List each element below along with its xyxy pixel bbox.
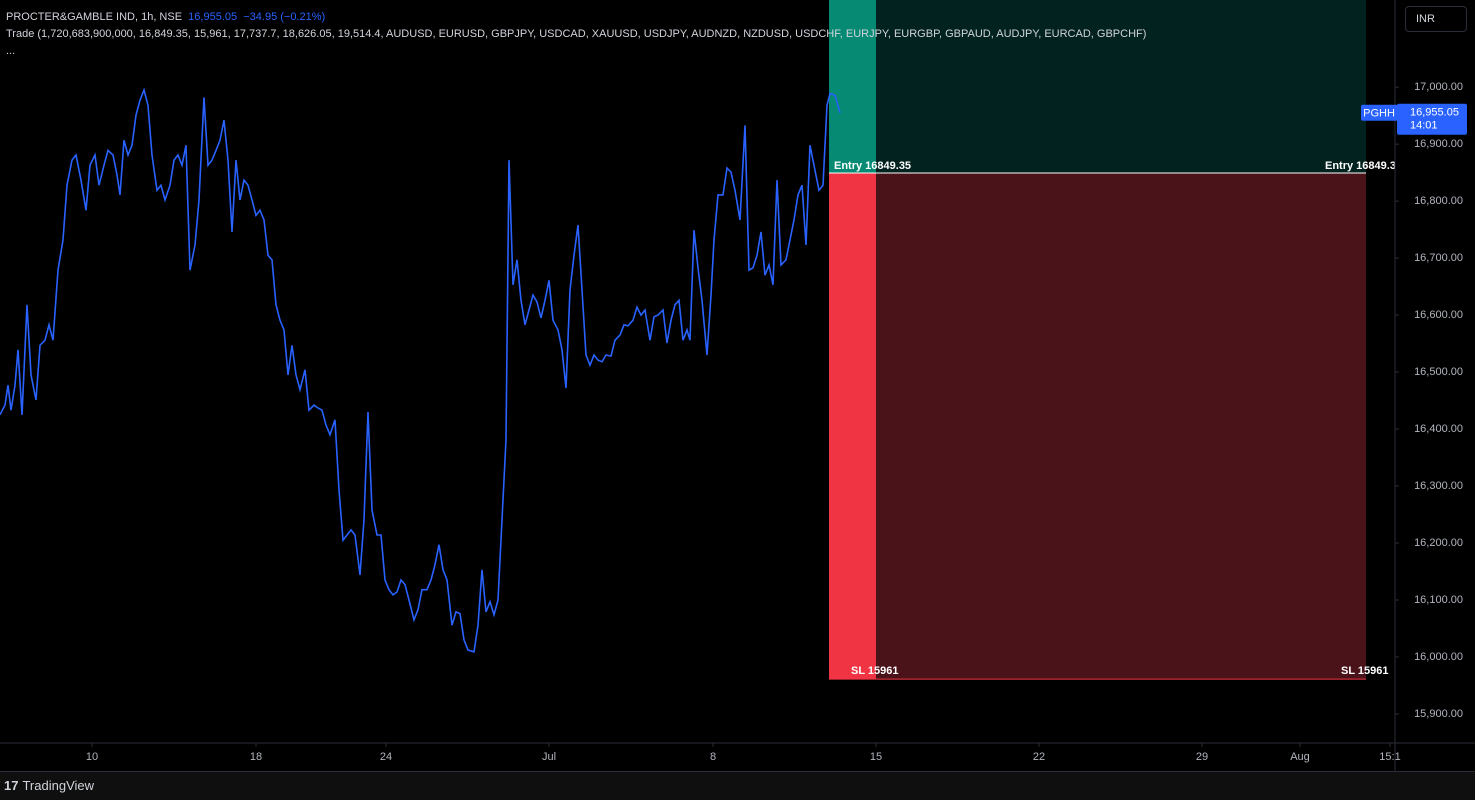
- last-price-label: 16,955.05: [1410, 107, 1459, 119]
- y-tick-label: 16,100.00: [1414, 594, 1463, 606]
- plot-area: Entry 16849.35 Entry 16849.35 SL 15961 SL 1…: [0, 0, 1402, 680]
- countdown: 14:01: [1410, 120, 1438, 132]
- entry-label: Entry 16849.35: [1325, 160, 1402, 172]
- stop-zone-highlight: [829, 173, 876, 680]
- x-tick-label: 22: [1033, 751, 1045, 763]
- x-tick-label: Aug: [1290, 751, 1310, 763]
- x-tick-label: 15: [870, 751, 882, 763]
- price-line: [0, 87, 841, 653]
- y-tick-label: 17,000.00: [1414, 81, 1463, 93]
- series-name-badge: [1361, 104, 1398, 121]
- x-tick-label: 8: [710, 751, 716, 763]
- x-tick-label: 29: [1196, 751, 1208, 763]
- indicator[interactable]: Trade (1,720,683,900,000, 16,849.35, 15,…: [6, 28, 1147, 40]
- brand: TradingView: [22, 778, 95, 793]
- entry-label: Entry 16849.35: [834, 160, 911, 172]
- price: 16,955.05: [188, 11, 238, 23]
- y-tick-label: 16,900.00: [1414, 138, 1463, 150]
- series-name: PGHH: [1363, 108, 1395, 120]
- more[interactable]: ...: [6, 45, 16, 57]
- x-tick-label: Jul: [542, 751, 556, 763]
- x-tick-label: 18: [250, 751, 262, 763]
- target-zone: [829, 0, 1366, 174]
- chart: Entry 16849.35 Entry 16849.35 SL 15961 SL 1…: [0, 0, 1475, 771]
- x-tick-label: 15:1: [1379, 751, 1400, 763]
- footer: 17 TradingView: [0, 771, 1475, 800]
- change: −34.95 (−0.21%): [243, 11, 326, 23]
- symbol: PROCTER&GAMBLE IND, 1h, NSE: [6, 11, 183, 23]
- y-tick-label: 16,500.00: [1414, 366, 1463, 378]
- target-zone-highlight: [829, 0, 876, 174]
- y-tick-label: 16,300.00: [1414, 480, 1463, 492]
- y-tick-label: 16,000.00: [1414, 651, 1463, 663]
- y-tick-label: 16,700.00: [1414, 252, 1463, 264]
- stop-label: SL 15961: [851, 665, 899, 677]
- y-tick-label: 16,400.00: [1414, 423, 1463, 435]
- y-tick-label: 16,600.00: [1414, 309, 1463, 321]
- x-tick-label: 10: [86, 751, 98, 763]
- y-tick-label: 16,200.00: [1414, 537, 1463, 549]
- logo-icon: 17: [4, 778, 19, 793]
- axes: 15,900.00 16,000.00 16,100.00 16,200.00 16,3…: [0, 0, 1475, 771]
- symbol-row: PROCTER&GAMBLE IND, 1h, NSE 16,955.05 −3…: [6, 9, 1146, 26]
- y-tick-label: 16,800.00: [1414, 195, 1463, 207]
- last-price-badge: [1397, 103, 1467, 135]
- stop-label: SL 15961: [1341, 665, 1389, 677]
- legend: PROCTER&GAMBLE IND, 1h, NSE 16,955.05 −3…: [6, 9, 1146, 60]
- x-tick-label: 24: [380, 751, 392, 763]
- y-tick-label: 15,900.00: [1414, 708, 1463, 720]
- stop-zone: [829, 173, 1366, 680]
- currency-button[interactable]: INR: [1405, 6, 1467, 32]
